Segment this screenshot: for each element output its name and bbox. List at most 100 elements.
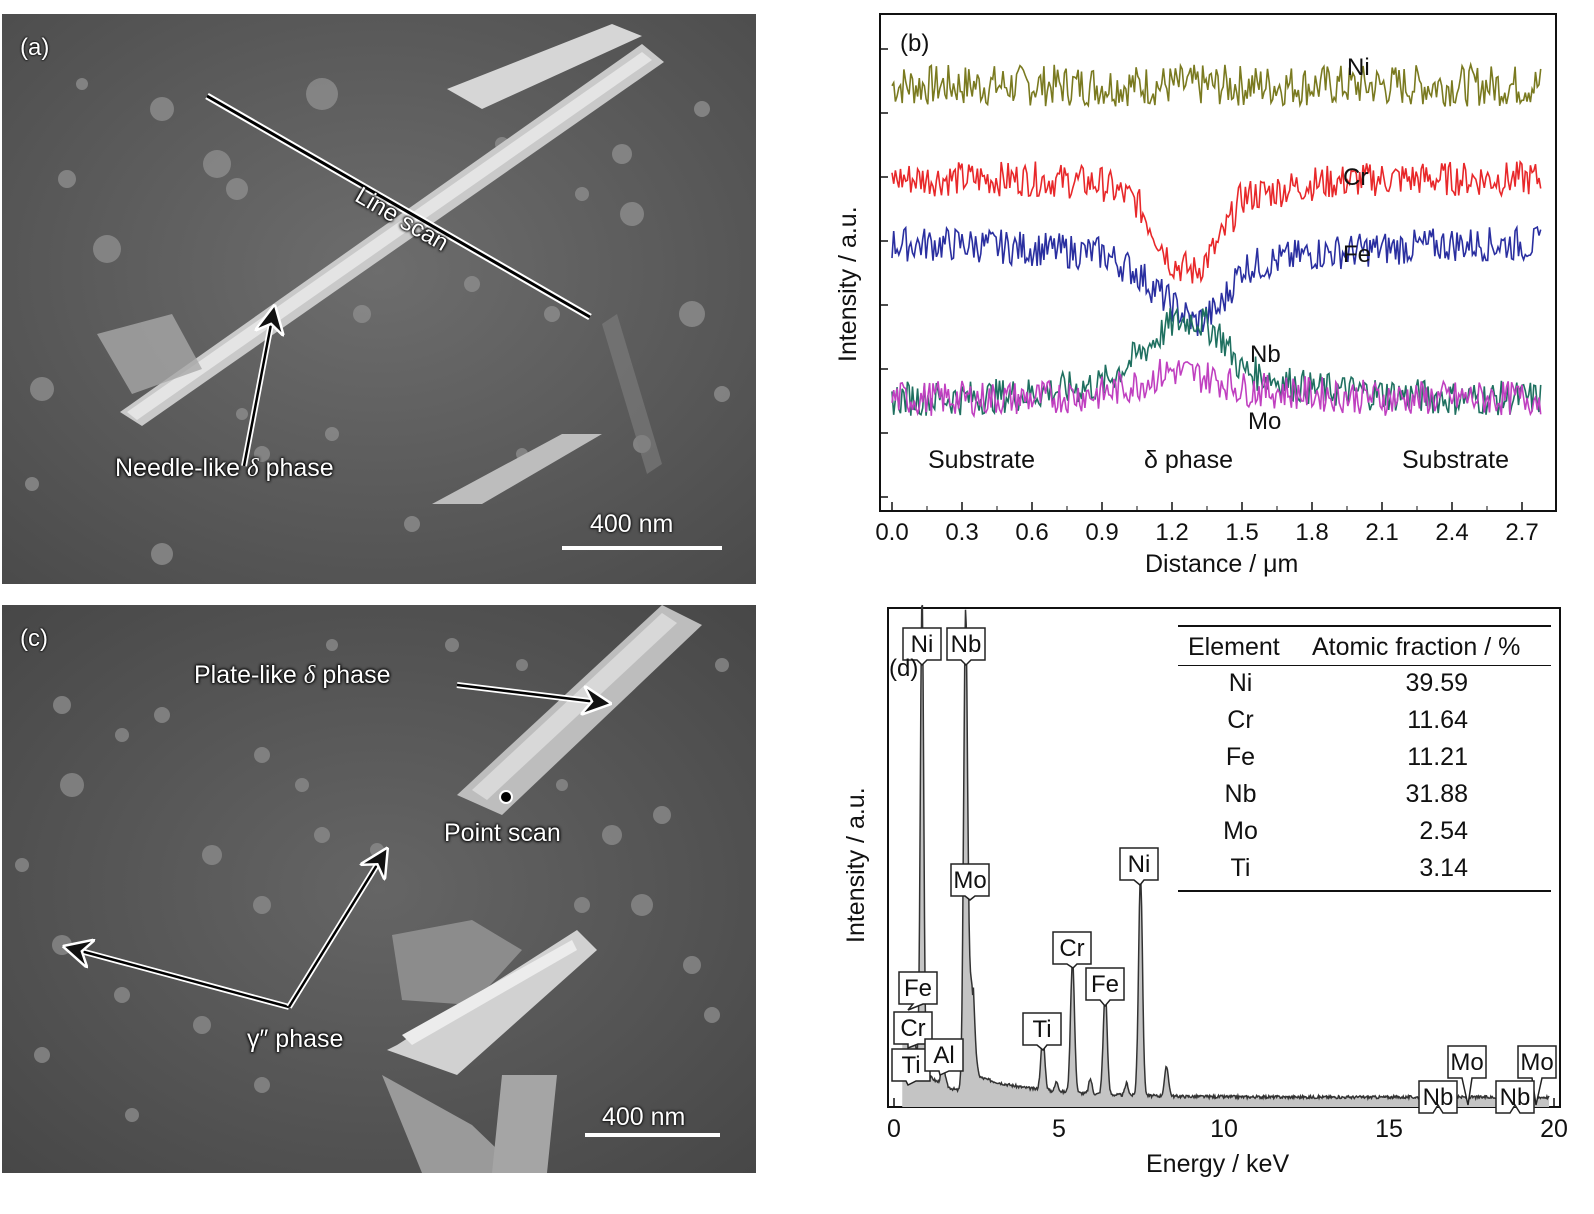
x-tick-label-b: 0.9 (1085, 519, 1118, 546)
sem-background (2, 14, 756, 584)
peak-callout-al (924, 1038, 964, 1077)
peak-label-ni: Ni (911, 631, 934, 658)
peak-label-ti: Ti (901, 1052, 920, 1079)
series-line-nb (891, 306, 1542, 416)
sem-image-a (2, 14, 756, 584)
peak-label-nb: Nb (951, 631, 982, 658)
series-label-fe: Fe (1343, 241, 1372, 268)
panel-a-label: (a) (20, 34, 50, 61)
line-scan-chart-svg: 0.0 0.3 0.6 0.9 1.2 1.5 1.8 2.1 2.4 2.7 (875, 13, 1557, 546)
x-tick-label-b: 0.6 (1015, 519, 1048, 546)
gamma-phase-label: γ″ phase (247, 1025, 344, 1053)
gamma-arrow-up (287, 860, 380, 1008)
peak-callout-mo (1447, 1045, 1487, 1106)
region-label-substrate-left: Substrate (928, 446, 1036, 474)
peak-callout-fe (1085, 967, 1125, 1008)
peak-label-mo: Mo (1450, 1049, 1483, 1076)
table-cell-fraction: 3.14 (1419, 854, 1468, 882)
table-row: Ti 3.14 (1178, 854, 1551, 891)
peak-label-cr: Cr (1059, 935, 1084, 962)
table-cell-element: Cr (1227, 706, 1254, 734)
x-tick-label-b: 2.1 (1365, 519, 1398, 546)
needle-phase-symbol: δ (247, 455, 259, 482)
table-row: Cr 11.64 (1178, 706, 1551, 743)
peak-label-ti: Ti (1032, 1016, 1051, 1043)
plate-phase-symbol: δ (303, 662, 316, 689)
peak-label-fe: Fe (1091, 971, 1119, 998)
panel-d-label: (d) (889, 655, 919, 682)
table-cell-fraction: 11.21 (1407, 743, 1468, 771)
table-cell-fraction: 31.88 (1405, 780, 1468, 808)
peak-callout-mo (950, 863, 990, 901)
table-cell-fraction: 2.54 (1419, 817, 1468, 845)
x-tick-label-b: 1.8 (1295, 519, 1328, 546)
x-tick-label-b: 0.0 (875, 519, 908, 546)
series-line-cr (891, 159, 1542, 284)
plate-phase-label: Plate-like δ phase (194, 661, 390, 690)
gamma-arrow-left (77, 950, 290, 1009)
peak-label-nb: Nb (1423, 1084, 1454, 1111)
needle-phase-label: Needle-like δ phase (115, 454, 334, 483)
series-label-mo: Mo (1248, 408, 1282, 435)
panel-d-eds-spectrum: 0 5 10 15 20 Ni Nb Mo Ni Cr Fe Ti Fe Cr Ti Al Mo Nb Mo Nb (… (800, 600, 1590, 1200)
scale-label-c: 400 nm (602, 1103, 686, 1131)
x-tick-label-d: 15 (1375, 1115, 1403, 1143)
spectrum-fill (902, 605, 1550, 1107)
panel-c-label: (c) (20, 625, 48, 652)
x-tick-label-d: 5 (1052, 1115, 1066, 1143)
peak-label-al: Al (933, 1042, 954, 1069)
gamma-particles-c (15, 638, 729, 1122)
peak-callout-ni (1119, 847, 1159, 887)
peak-callout-nb (1418, 1080, 1458, 1114)
peak-callout-fe (898, 971, 938, 1011)
plate-arrow (456, 683, 597, 702)
panel-b-label: (b) (900, 30, 930, 57)
sem-image-c (2, 605, 756, 1173)
series-line-fe (891, 224, 1542, 336)
peak-label-nb: Nb (1500, 1084, 1531, 1111)
table-cell-element: Mo (1223, 817, 1258, 845)
table-cell-element: Nb (1224, 780, 1257, 808)
table-row: Fe 11.21 (1178, 743, 1551, 780)
panel-a-sem-image: (a) Line scan Needle-like δ phase 400 nm (2, 14, 756, 584)
x-tick-label-d: 0 (887, 1115, 901, 1143)
point-scan-dot (499, 790, 513, 804)
x-tick-label-b: 0.3 (945, 519, 978, 546)
table-header-element: Element (1188, 633, 1280, 661)
panel-d-xlabel: Energy / keV (1146, 1150, 1290, 1178)
plate-phase-suffix: phase (322, 661, 391, 689)
table-cell-fraction: 11.64 (1407, 706, 1468, 734)
peak-callout-ti (1022, 1012, 1062, 1052)
peak-label-mo: Mo (953, 867, 986, 894)
needle-phase-suffix: phase (265, 454, 334, 482)
series-label-nb: Nb (1250, 341, 1281, 368)
peak-callout-cr (893, 1011, 933, 1050)
peak-callout-ni (902, 627, 942, 667)
panel-b-ylabel: Intensity / a.u. (834, 206, 862, 362)
peak-callout-nb (946, 627, 986, 667)
table-cell-element: Ti (1230, 854, 1251, 882)
peak-label-mo: Mo (1520, 1049, 1553, 1076)
series-line-ni (891, 61, 1542, 109)
x-tick-label-b: 2.4 (1435, 519, 1468, 546)
table-cell-element: Fe (1225, 743, 1256, 771)
x-tick-label-b: 1.2 (1155, 519, 1188, 546)
x-tick-label-b: 2.7 (1505, 519, 1538, 546)
region-label-delta: δ phase (1144, 446, 1233, 474)
series-line-mo (891, 358, 1542, 419)
eds-chart-svg: 0 5 10 15 20 Ni Nb Mo Ni Cr Fe Ti Fe Cr Ti Al Mo Nb Mo Nb (887, 604, 1568, 1143)
peak-label-ni: Ni (1128, 851, 1151, 878)
peak-callout-nb (1495, 1080, 1535, 1114)
region-label-substrate-right: Substrate (1402, 446, 1510, 474)
sem-background-c (2, 605, 756, 1173)
plate-phase-text: Plate-like (194, 661, 297, 689)
table-header: Element Atomic fraction / % (1178, 627, 1551, 666)
panel-b-xlabel: Distance / μm (1145, 550, 1299, 578)
table-cell-element: Ni (1228, 669, 1253, 697)
plate-delta-phase (382, 605, 702, 1173)
table-cell-fraction: 39.59 (1405, 669, 1468, 697)
plot-frame-b (879, 13, 1557, 512)
needle-phase-text: Needle-like (115, 454, 241, 482)
table-row: Mo 2.54 (1178, 817, 1551, 854)
peak-label-fe: Fe (904, 975, 932, 1002)
